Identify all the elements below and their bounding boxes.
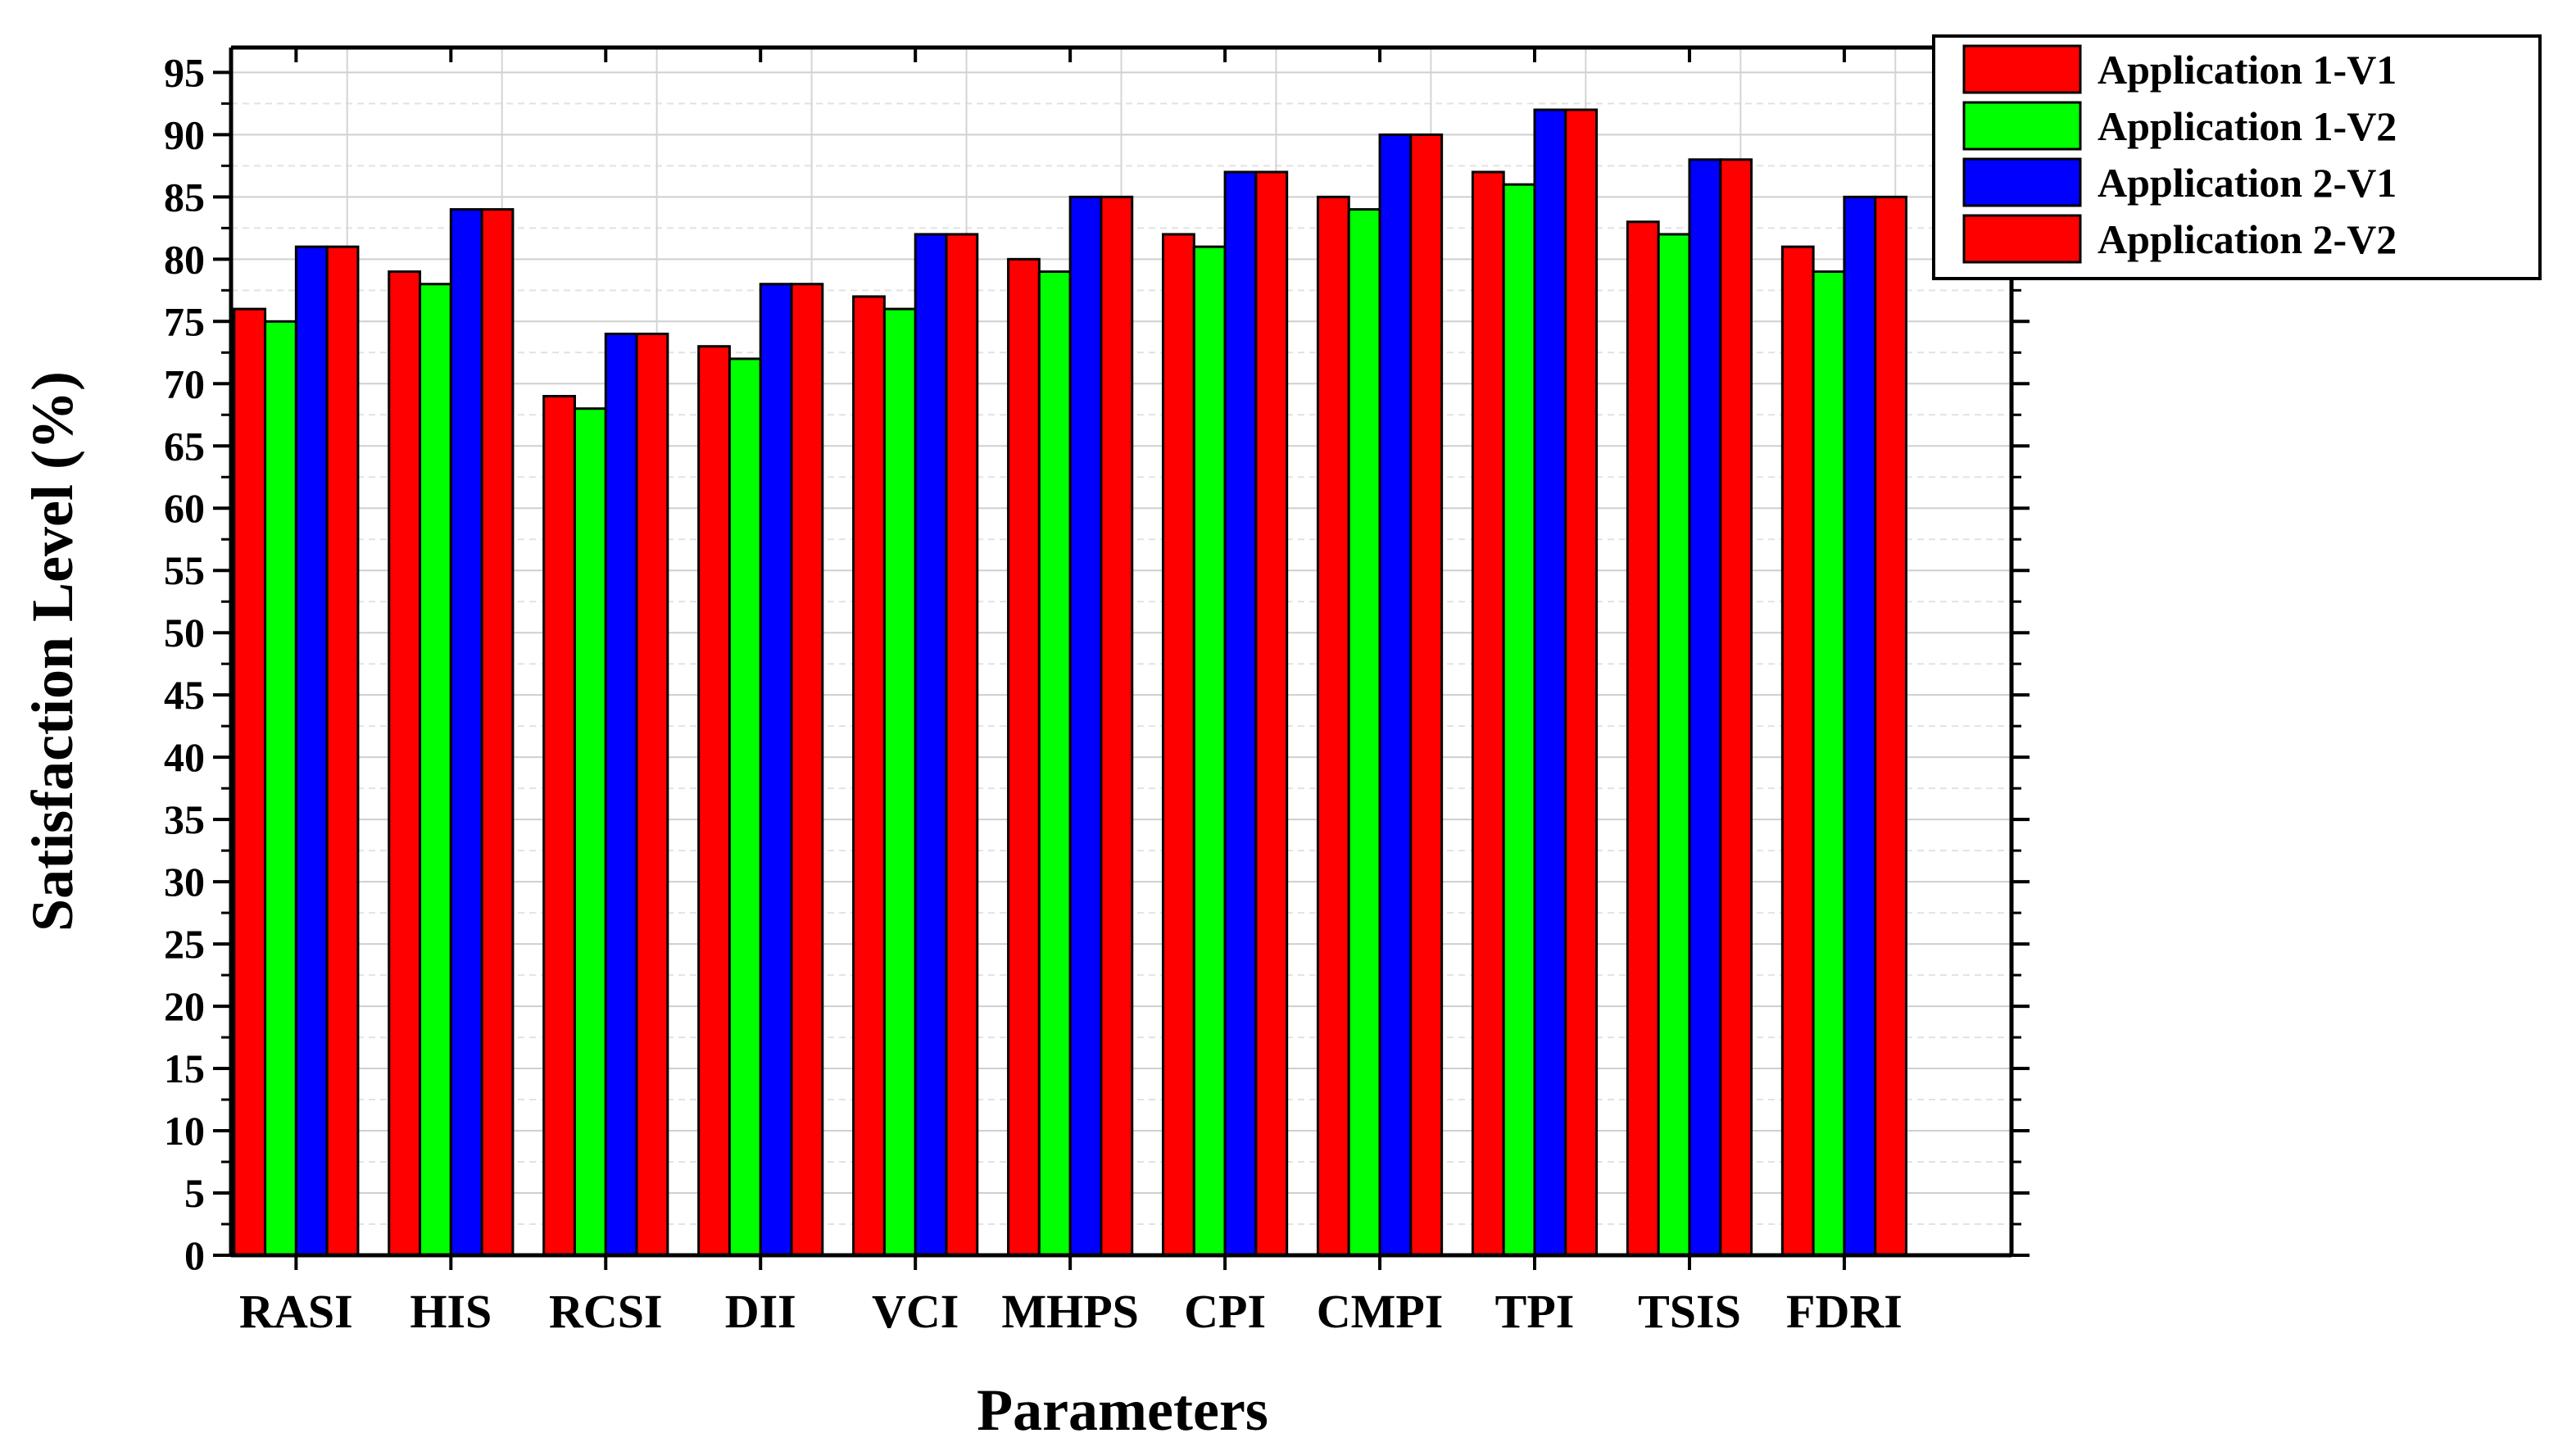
x-tick-label: DII xyxy=(725,1285,796,1338)
bar-rasi-series-3 xyxy=(294,245,329,1257)
y-tick-label: 60 xyxy=(164,485,205,531)
y-tick-label: 90 xyxy=(164,111,205,157)
y-tick-label: 50 xyxy=(164,610,205,655)
bar-dii-series-1 xyxy=(697,345,731,1257)
bar-tsis-series-3 xyxy=(1688,158,1722,1257)
y-tick-label: 75 xyxy=(164,298,205,344)
y-tick-labels: 0 5 10 15 20 25 30 35 40 45 50 55 60 65 70 75 80 85 90 95 xyxy=(164,49,205,1278)
bar-vci-series-4 xyxy=(945,233,979,1257)
y-tick-label: 65 xyxy=(164,423,205,469)
bar-rcsi-series-2 xyxy=(573,407,607,1257)
bar-cmpi-series-4 xyxy=(1409,133,1444,1257)
bar-fdri-series-1 xyxy=(1780,245,1815,1257)
bar-cpi-series-3 xyxy=(1223,170,1258,1257)
y-tick-label: 95 xyxy=(164,49,205,95)
x-tick-label: CPI xyxy=(1184,1285,1266,1338)
bar-tsis-series-1 xyxy=(1626,220,1660,1257)
bar-cpi-series-1 xyxy=(1162,233,1195,1257)
bar-mhps-series-4 xyxy=(1100,195,1134,1257)
legend-label: Application 2-V2 xyxy=(2098,216,2397,262)
legend-swatch xyxy=(1962,101,2082,151)
bar-tsis-series-4 xyxy=(1719,158,1753,1257)
x-tick-label: TSIS xyxy=(1638,1285,1741,1338)
bars xyxy=(233,108,1908,1257)
bar-fdri-series-2 xyxy=(1812,270,1846,1257)
bar-vci-series-3 xyxy=(914,233,948,1257)
bar-vci-series-1 xyxy=(852,295,886,1257)
bar-dii-series-3 xyxy=(759,283,793,1257)
bar-cpi-series-2 xyxy=(1192,245,1227,1257)
legend-swatch xyxy=(1962,44,2082,94)
bar-tsis-series-2 xyxy=(1657,233,1691,1257)
bar-his-series-4 xyxy=(480,208,515,1257)
bar-tpi-series-3 xyxy=(1533,108,1567,1257)
x-tick-label: RCSI xyxy=(549,1285,663,1338)
x-axis-title: Parameters xyxy=(977,1377,1268,1443)
bar-his-series-2 xyxy=(419,283,452,1257)
bar-tpi-series-1 xyxy=(1471,170,1505,1257)
y-tick-label: 70 xyxy=(164,361,205,406)
bar-cpi-series-4 xyxy=(1254,170,1289,1257)
bar-rasi-series-1 xyxy=(233,307,267,1257)
legend-swatch xyxy=(1962,214,2082,264)
legend-label: Application 1-V1 xyxy=(2098,47,2397,93)
bar-mhps-series-2 xyxy=(1037,270,1072,1257)
bar-his-series-3 xyxy=(449,208,483,1257)
bar-mhps-series-3 xyxy=(1068,195,1103,1257)
x-tick-label: MHPS xyxy=(1001,1285,1139,1338)
bar-fdri-series-3 xyxy=(1843,195,1877,1257)
legend-label: Application 1-V2 xyxy=(2098,103,2397,149)
bar-cmpi-series-1 xyxy=(1316,195,1350,1257)
bar-rcsi-series-1 xyxy=(542,394,576,1257)
x-tick-label: CMPI xyxy=(1317,1285,1444,1338)
y-tick-label: 85 xyxy=(164,174,205,220)
x-tick-label: VCI xyxy=(872,1285,959,1338)
bar-his-series-1 xyxy=(388,270,422,1257)
x-tick-label: RASI xyxy=(239,1285,353,1338)
x-tick-label: TPI xyxy=(1495,1285,1575,1338)
bar-dii-series-2 xyxy=(728,357,762,1257)
legend-label: Application 2-V1 xyxy=(2098,160,2397,206)
bar-cmpi-series-2 xyxy=(1347,208,1381,1257)
bar-rasi-series-2 xyxy=(264,320,297,1257)
y-tick-label: 45 xyxy=(164,672,205,718)
x-tick-label: HIS xyxy=(410,1285,492,1338)
legend: Application 1-V1 Application 1-V2 Applicat… xyxy=(1932,34,2542,280)
bar-cmpi-series-3 xyxy=(1378,133,1413,1257)
y-tick-label: 20 xyxy=(164,983,205,1029)
y-tick-label: 5 xyxy=(184,1170,205,1216)
bar-vci-series-2 xyxy=(882,307,917,1257)
y-tick-label: 80 xyxy=(164,236,205,282)
y-tick-label: 10 xyxy=(164,1108,205,1154)
bar-fdri-series-4 xyxy=(1874,195,1908,1257)
bar-rasi-series-4 xyxy=(325,245,360,1257)
bar-tpi-series-4 xyxy=(1564,108,1599,1257)
bar-tpi-series-2 xyxy=(1502,183,1536,1257)
bar-rcsi-series-3 xyxy=(604,333,638,1257)
y-axis-title: Satisfaction Level (%) xyxy=(20,371,85,932)
y-tick-label: 35 xyxy=(164,796,205,842)
y-tick-label: 30 xyxy=(164,859,205,905)
bar-dii-series-4 xyxy=(790,283,824,1257)
legend-swatch xyxy=(1962,157,2082,207)
x-tick-label: FDRI xyxy=(1786,1285,1903,1338)
y-tick-label: 55 xyxy=(164,547,205,593)
bar-rcsi-series-4 xyxy=(635,333,669,1257)
x-category-labels: RASI HIS RCSI DII VCI MHPS CPI CMPI TPI TSIS FDRI xyxy=(239,1285,1903,1338)
bar-mhps-series-1 xyxy=(1007,257,1041,1257)
y-tick-label: 40 xyxy=(164,734,205,780)
y-tick-label: 25 xyxy=(164,921,205,967)
y-tick-label: 15 xyxy=(164,1046,205,1091)
y-tick-label: 0 xyxy=(184,1232,205,1278)
